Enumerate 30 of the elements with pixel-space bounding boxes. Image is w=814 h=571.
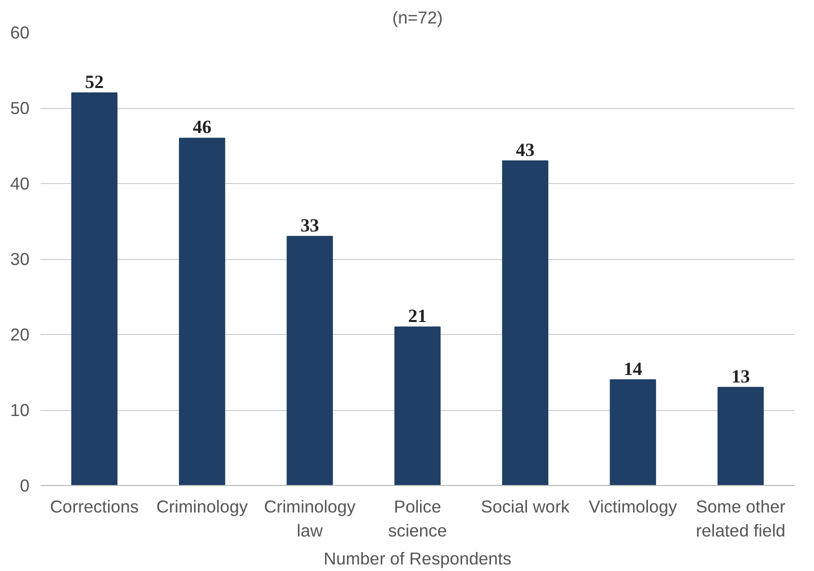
data-label: 52	[85, 72, 104, 93]
x-tick-label: Criminology law	[264, 496, 356, 540]
bar	[394, 326, 441, 486]
data-label: 21	[408, 306, 427, 327]
data-label: 46	[192, 117, 212, 138]
x-tick-label: Police science	[388, 496, 447, 540]
y-tick-label: 50	[10, 98, 30, 118]
chart-title: (n=72)	[392, 8, 443, 28]
bar	[718, 386, 764, 486]
bar	[502, 160, 548, 486]
x-tick-label: Corrections	[50, 496, 139, 516]
bar	[286, 236, 333, 486]
x-axis-title: Number of Respondents	[324, 548, 512, 568]
y-tick-label: 60	[10, 22, 30, 42]
data-label: 43	[516, 140, 535, 161]
data-label: 14	[624, 358, 642, 380]
bar	[178, 138, 226, 486]
y-tick-label: 40	[10, 174, 30, 194]
y-tick-label: 20	[10, 324, 30, 344]
y-tick-label: 10	[10, 400, 30, 420]
x-tick-label: Criminology	[156, 496, 248, 516]
y-tick-label: 30	[10, 249, 30, 269]
bar	[71, 92, 118, 486]
x-tick-label: Victimology	[588, 496, 678, 516]
data-label: 33	[300, 215, 320, 236]
x-tick-label: Social work	[480, 496, 570, 516]
bar	[610, 379, 656, 486]
data-label: 13	[731, 366, 750, 388]
x-tick-label: Some other related field	[696, 496, 786, 540]
y-tick-label: 0	[20, 476, 30, 496]
